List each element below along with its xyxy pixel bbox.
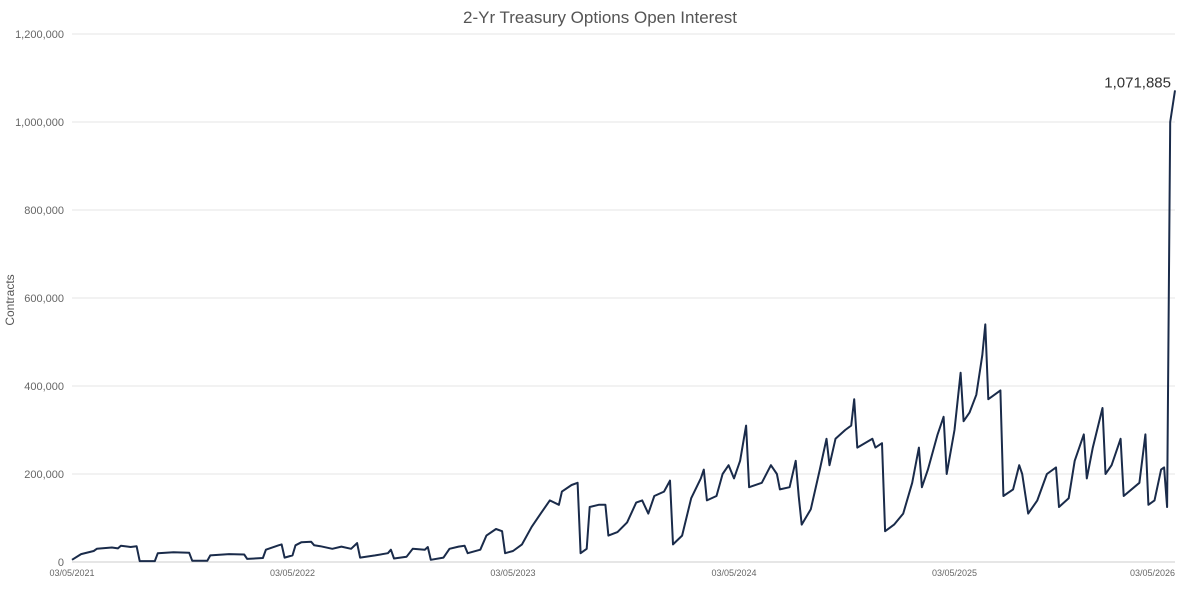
y-tick-label: 600,000 [24,293,64,305]
x-tick-labels: 03/05/2021 03/05/2022 03/05/2023 03/05/2024… [49,568,1175,578]
y-axis-label: Contracts [3,274,17,325]
y-tick-label: 200,000 [24,469,64,481]
y-tick-labels: 0 200,000 400,000 600,000 800,000 1,000,000 1,… [15,29,64,569]
series-line [71,90,1176,563]
y-tick-label: 0 [58,557,64,569]
x-tick-label: 03/05/2024 [712,568,757,578]
x-tick-label: 03/05/2026 [1130,568,1175,578]
x-tick-label: 03/05/2021 [49,568,94,578]
gridlines [72,33,1175,563]
x-tick-label: 03/05/2025 [932,568,977,578]
series-layer [71,90,1176,563]
latest-value-annotation: 1,071,885 [1104,74,1171,91]
chart-title: 2-Yr Treasury Options Open Interest [463,8,737,27]
x-tick-label: 03/05/2023 [490,568,535,578]
y-tick-label: 400,000 [24,381,64,393]
y-tick-label: 1,000,000 [15,117,64,129]
x-tick-label: 03/05/2022 [270,568,315,578]
y-tick-label: 800,000 [24,205,64,217]
y-tick-label: 1,200,000 [15,29,64,41]
